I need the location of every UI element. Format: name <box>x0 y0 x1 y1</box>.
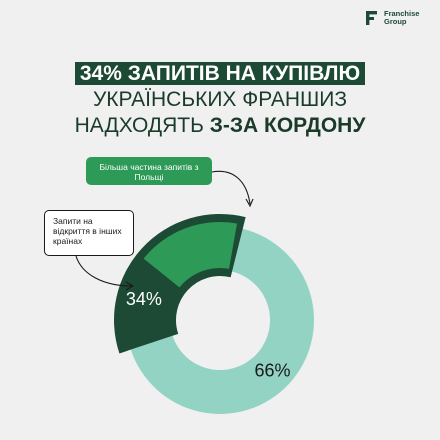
brand-name-line1: Franchise <box>384 9 420 18</box>
poland-callout-arrowhead <box>245 198 254 208</box>
poland-callout-arrow <box>211 170 251 205</box>
donut-segment-66 <box>130 228 314 414</box>
franchise-group-logo-icon <box>366 11 377 25</box>
brand-logo: Franchise Group <box>365 10 428 26</box>
title-line-3-bold: З-ЗА КОРДОНУ <box>209 114 366 137</box>
donut-sub-segment-poland <box>143 222 238 288</box>
title-highlight: 34% ЗАПИТІВ НА КУПІВЛЮ <box>74 62 366 85</box>
poland-callout: Більша частина запитів з Польщі <box>86 157 212 185</box>
page-title: 34% ЗАПИТІВ НА КУПІВЛЮ УКРАЇНСЬКИХ ФРАНШ… <box>0 62 440 140</box>
brand-name: Franchise Group <box>384 10 428 26</box>
other-countries-callout: Запити на відкриття в інших країнах <box>44 210 134 256</box>
title-line-3-plain: НАДХОДЯТЬ <box>74 114 210 137</box>
donut-label-66: 66% <box>254 361 290 381</box>
other-callout-arrow <box>75 255 133 287</box>
brand-name-line2: Group <box>384 17 407 26</box>
donut-label-34: 34% <box>126 289 162 309</box>
title-line-2: УКРАЇНСЬКИХ ФРАНШИЗ <box>92 88 348 111</box>
other-callout-arrowhead <box>125 281 135 291</box>
